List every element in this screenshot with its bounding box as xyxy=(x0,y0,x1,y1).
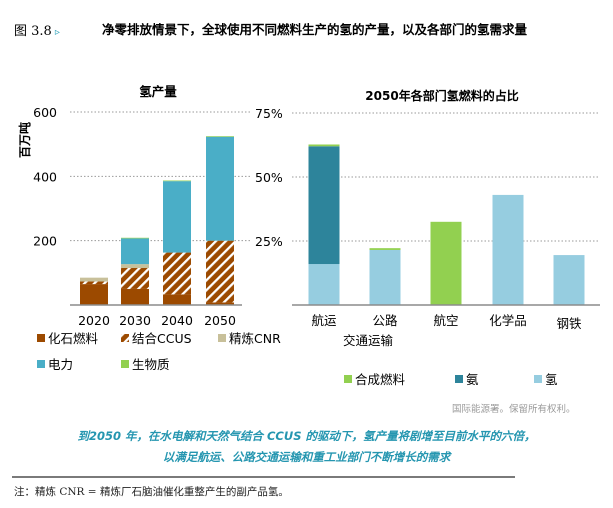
right-legend: 合成燃料 氨 氢 xyxy=(344,372,558,387)
figure-title: 净零排放情景下，全球使用不同燃料生产的氢的产量，以及各部门的氢需求量 xyxy=(102,22,528,37)
bar-segment-2020-cnr xyxy=(80,277,108,282)
copyright-text: 国际能源署。保留所有权利。 xyxy=(452,404,576,415)
legend-swatch xyxy=(37,360,45,368)
right-y-ticks: 25% 50% 75% xyxy=(255,106,283,249)
left-y-tick-label: 600 xyxy=(33,105,57,120)
sector-bar-segment-3-0 xyxy=(492,194,524,305)
legend-label: 化石燃料 xyxy=(48,331,99,346)
right-x-tick-label: 航空 xyxy=(433,313,458,328)
legend-swatch xyxy=(121,360,129,368)
caption-line-1: 到2050 年，在水电解和天然气结合 CCUS 的驱动下，氢产量将剧增至目前水平… xyxy=(77,429,536,443)
legend-label: 电力 xyxy=(48,357,73,372)
figure-caption: 到2050 年，在水电解和天然气结合 CCUS 的驱动下，氢产量将剧增至目前水平… xyxy=(0,426,613,468)
hydrogen-production-chart: 氢产量 百万吨 200 400 600 2020 2030 2040 2050 化石燃料 结… xyxy=(17,84,281,372)
bar-segment-2020- xyxy=(80,284,108,305)
left-y-tick-label: 400 xyxy=(33,169,57,184)
sector-bar-segment-0-1 xyxy=(308,146,340,265)
right-x-tick-label: 化学品 xyxy=(489,313,527,328)
bar-segment-2040- xyxy=(163,294,191,305)
sector-bar-segment-1-2 xyxy=(369,248,401,250)
legend-swatch xyxy=(344,375,352,383)
legend-label: 精炼CNR xyxy=(229,331,281,346)
bar-segment-2030- xyxy=(121,238,149,265)
sector-bar-segment-1-0 xyxy=(369,249,401,305)
left-y-axis-label: 百万吨 xyxy=(17,122,32,158)
bar-segment-2030-ccusccus xyxy=(121,268,149,289)
left-x-ticks: 2020 2030 2040 2050 xyxy=(78,313,236,328)
bar-segment-2030- xyxy=(121,237,149,239)
legend-label: 结合CCUS xyxy=(132,331,192,346)
transport-group-label: 交通运输 xyxy=(343,333,394,348)
right-y-tick-label: 50% xyxy=(255,170,283,185)
sector-bar-segment-0-2 xyxy=(308,144,340,147)
legend-label: 生物质 xyxy=(132,357,170,372)
legend-label: 氨 xyxy=(466,372,479,387)
right-y-tick-label: 25% xyxy=(255,234,283,249)
bar-segment-2030- xyxy=(121,288,149,305)
bar-segment-2030-cnr xyxy=(121,264,149,269)
left-bars xyxy=(80,136,234,305)
bar-segment-2050- xyxy=(206,136,234,137)
legend-swatch xyxy=(37,334,45,342)
right-chart-title: 2050年各部门氢燃料的占比 xyxy=(365,88,518,103)
right-y-tick-label: 75% xyxy=(255,106,283,121)
right-x-tick-label: 钢铁 xyxy=(556,316,582,331)
footnote: 注：精炼 CNR = 精炼厂石脑油催化重整产生的副产品氢。 xyxy=(14,486,289,498)
caption-line-2: 以满足航运、公路交通运输和重工业部门不断增长的需求 xyxy=(162,450,451,464)
bar-segment-2040- xyxy=(163,180,191,182)
left-y-ticks: 200 400 600 xyxy=(33,105,57,249)
right-x-tick-label: 公路 xyxy=(372,313,398,328)
sector-bar-segment-2-2 xyxy=(430,221,462,305)
sector-bar-segment-4-0 xyxy=(553,255,585,305)
left-legend: 化石燃料 结合CCUS 精炼CNR 电力 生物质 xyxy=(37,331,281,372)
left-x-tick-label: 2030 xyxy=(119,313,151,328)
legend-label: 合成燃料 xyxy=(355,372,406,387)
figure-number-text: 图 3.8 xyxy=(14,24,52,39)
left-y-tick-label: 200 xyxy=(33,234,57,249)
left-chart-title: 氢产量 xyxy=(139,84,177,99)
bar-segment-2050- xyxy=(206,302,234,305)
figure-number: 图 3.8 ▹ xyxy=(14,20,60,39)
legend-label: 氢 xyxy=(545,372,558,387)
legend-swatch xyxy=(455,375,463,383)
bar-segment-2050- xyxy=(206,136,234,241)
right-bars xyxy=(308,144,585,305)
bar-segment-2040- xyxy=(163,181,191,253)
bar-segment-2020-ccusccus xyxy=(80,281,108,285)
right-x-tick-label: 航运 xyxy=(311,313,337,328)
divider xyxy=(12,476,515,478)
bar-segment-2050-ccusccus xyxy=(206,240,234,303)
sector-bar-segment-0-0 xyxy=(308,264,340,305)
triangle-marker-icon: ▹ xyxy=(54,27,60,38)
charts-canvas: 氢产量 百万吨 200 400 600 2020 2030 2040 2050 化石燃料 结… xyxy=(17,84,600,387)
sector-share-chart: 2050年各部门氢燃料的占比 25% 50% 75% 航运 公路 航空 化学品 钢铁 交通运… xyxy=(255,88,600,387)
bar-segment-2040-ccusccus xyxy=(163,252,191,295)
legend-swatch xyxy=(218,334,226,342)
left-x-tick-label: 2050 xyxy=(204,313,236,328)
left-x-tick-label: 2040 xyxy=(161,313,193,328)
legend-swatch xyxy=(121,334,129,342)
legend-swatch xyxy=(534,375,542,383)
left-x-tick-label: 2020 xyxy=(78,313,110,328)
right-x-ticks: 航运 公路 航空 化学品 钢铁 xyxy=(311,313,582,331)
